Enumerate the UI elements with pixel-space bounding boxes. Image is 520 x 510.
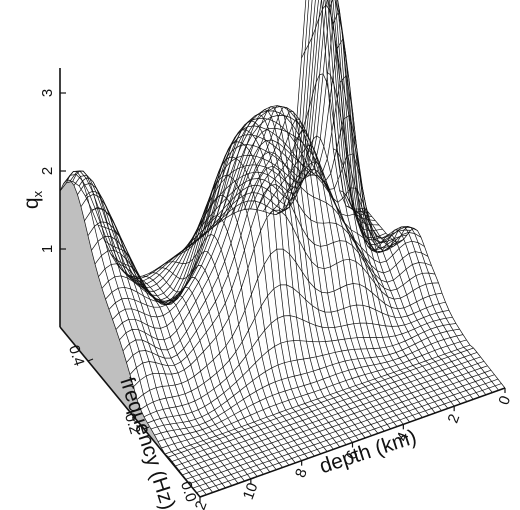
mesh-frequency-line [66,0,373,282]
z-axis-label-subscript: x [30,190,45,197]
frequency-tick [199,494,206,498]
mesh-depth-line [327,0,461,405]
mesh-frequency-line [192,378,499,489]
mesh-frequency-line [108,106,415,310]
mesh-frequency-line [77,0,383,292]
depth-tick-label: 10 [240,481,262,502]
mesh-frequency-line [91,8,397,306]
mesh-depth-line [110,253,252,480]
mesh-frequency-line [70,0,376,285]
mesh-frequency-line [84,0,390,301]
frequency-axis-line [59,326,201,498]
mesh-frequency-line [196,383,502,493]
mesh-frequency-line [154,328,460,436]
frequency-tick-label: 0.4 [65,343,88,368]
mesh-frequency-line [122,151,429,352]
mesh-frequency-line [126,165,432,363]
mesh-frequency-line [168,347,474,458]
mesh-frequency-line [119,139,425,341]
depth-tick-label: 2 [445,412,464,426]
mesh-depth-line [155,250,296,464]
frequency-tick-label: 0.2 [121,411,144,436]
surface-mesh [59,0,506,498]
left-wall-shade [60,179,200,497]
mesh-frequency-line [140,284,446,410]
mesh-frequency-line [133,209,439,388]
mesh-frequency-line [115,127,422,330]
surface-side-shade [60,179,200,497]
mesh-frequency-line [161,339,467,449]
frequency-tick-label: 0.0 [177,479,200,504]
mesh-frequency-line [73,0,380,288]
z-axis-label: qx [20,190,45,209]
mesh-frequency-line [178,360,485,471]
z-tick-label: 2 [39,167,56,175]
mesh-frequency-line [87,0,394,304]
mesh-frequency-line [63,0,369,279]
z-axis-label-main: q [20,197,43,209]
mesh-frequency-line [185,369,492,480]
mesh-frequency-line [59,0,366,278]
depth-tick-label: 12 [189,499,211,510]
mesh-frequency-line [112,115,418,320]
mesh-frequency-line [164,344,471,455]
mesh-depth-line [161,234,302,461]
depth-tick-label: 0 [495,394,514,408]
depth-tick-label: 8 [292,466,311,480]
frequency-tick [143,426,150,430]
z-tick-label: 3 [39,89,56,97]
depth-axis-label: depth (km) [317,425,420,478]
mesh-depth-line [301,4,442,411]
mesh-frequency-line [136,248,443,400]
mesh-frequency-line [150,323,457,430]
frequency-tick [87,358,94,362]
mesh-frequency-line [157,334,464,442]
mesh-frequency-line [80,0,387,297]
mesh-frequency-line [129,184,436,375]
z-tick-label: 1 [39,245,56,253]
mesh-frequency-line [143,309,450,418]
mesh-frequency-line [147,316,453,424]
mesh-depth-line [180,174,321,455]
mesh-frequency-line [175,356,481,467]
frequency-axis-label: frequency (Hz) [115,374,179,510]
mesh-frequency-line [182,365,488,476]
mesh-frequency-line [171,352,478,462]
mesh-frequency-line [189,374,495,485]
